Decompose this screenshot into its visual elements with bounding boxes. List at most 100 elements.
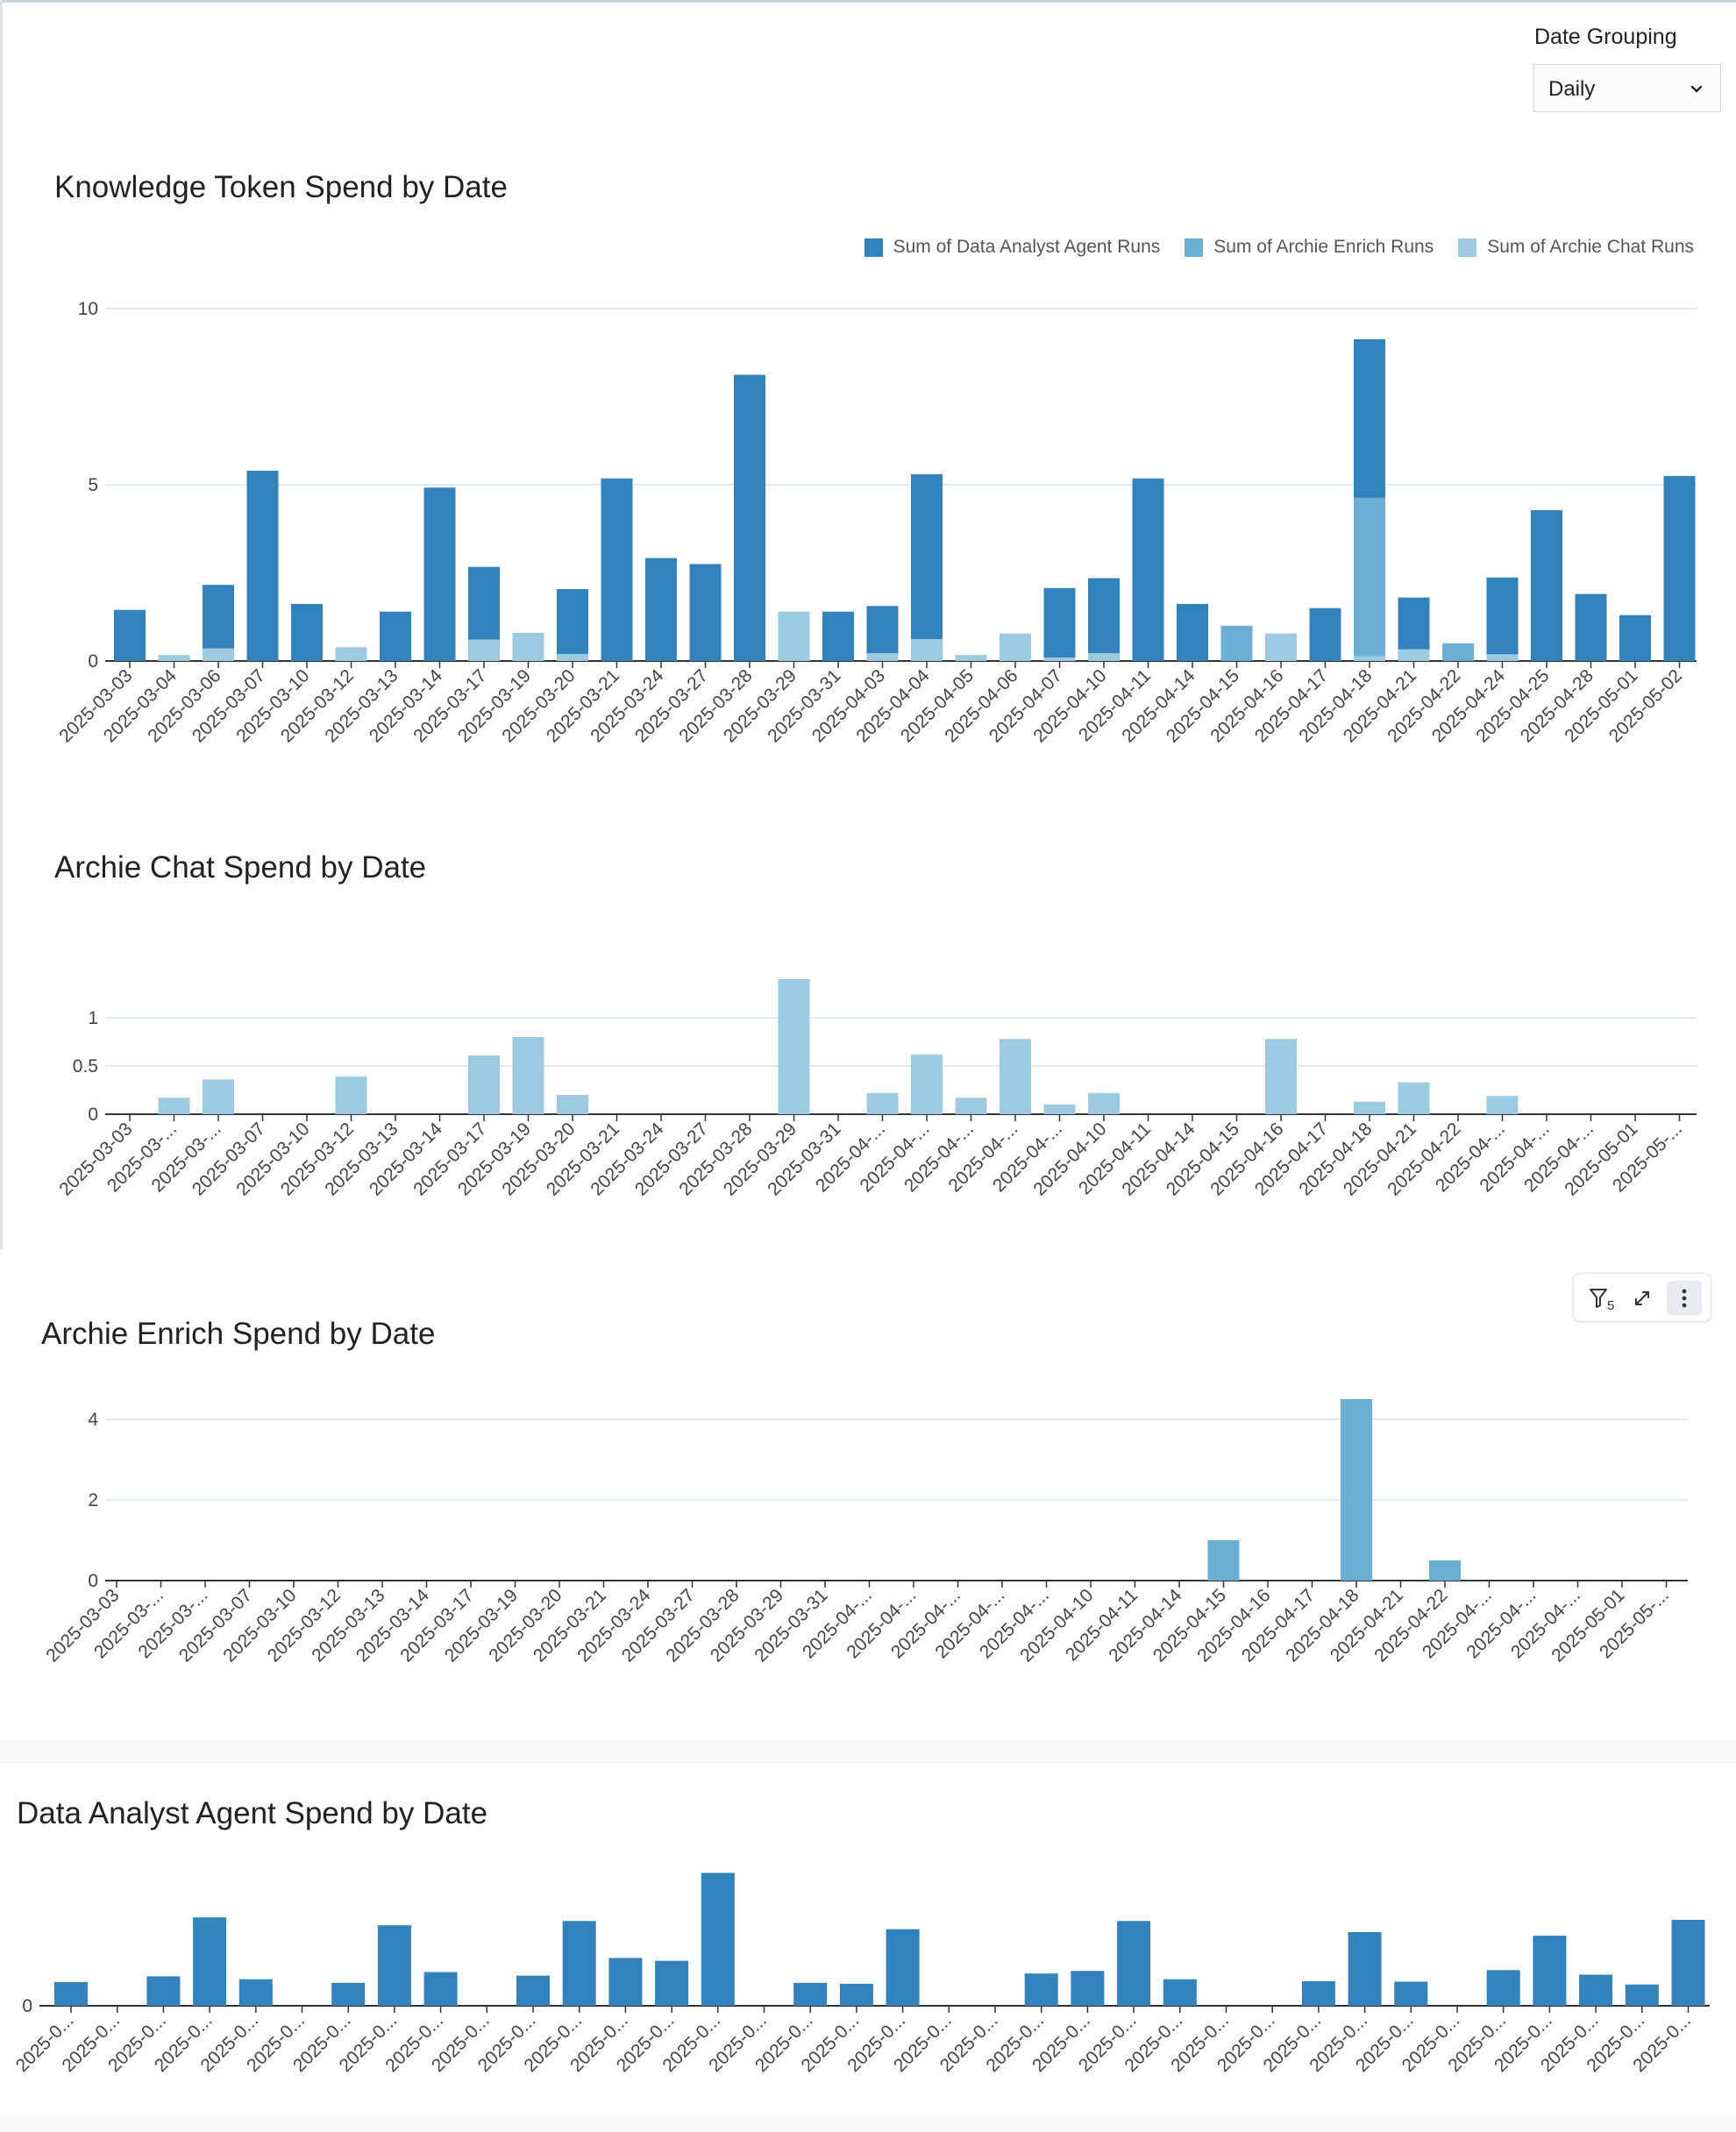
bar[interactable]	[1398, 1082, 1430, 1114]
bar[interactable]	[1398, 597, 1430, 650]
bar[interactable]	[866, 1092, 899, 1114]
bar[interactable]	[911, 1054, 943, 1114]
bar[interactable]	[1486, 654, 1519, 661]
bar[interactable]	[1579, 1974, 1613, 2006]
bar[interactable]	[1442, 643, 1474, 661]
bar[interactable]	[1348, 1932, 1382, 2006]
bar[interactable]	[423, 1972, 458, 2006]
bar[interactable]	[380, 611, 411, 661]
bar[interactable]	[1429, 1560, 1461, 1581]
bar[interactable]	[562, 1921, 596, 2006]
bar[interactable]	[1117, 1921, 1151, 2006]
bar[interactable]	[645, 558, 677, 661]
bar[interactable]	[689, 564, 722, 661]
bar[interactable]	[158, 655, 190, 661]
bar[interactable]	[335, 647, 367, 661]
bar[interactable]	[1132, 478, 1164, 661]
bar[interactable]	[1341, 1399, 1372, 1581]
bar[interactable]	[146, 1976, 181, 2006]
bar[interactable]	[246, 470, 279, 661]
bar[interactable]	[911, 639, 943, 661]
bar[interactable]	[1177, 603, 1208, 661]
bar[interactable]	[822, 611, 854, 661]
bar[interactable]	[335, 1077, 367, 1114]
bar[interactable]	[1354, 1101, 1385, 1114]
bar[interactable]	[1575, 593, 1607, 661]
bar[interactable]	[1486, 1096, 1519, 1114]
bar[interactable]	[1265, 633, 1297, 661]
bar[interactable]	[1207, 1540, 1240, 1581]
bar[interactable]	[203, 648, 234, 661]
bar[interactable]	[701, 1873, 735, 2006]
bar[interactable]	[911, 473, 943, 640]
bar[interactable]	[1088, 578, 1120, 654]
legend-item-archie-chat[interactable]: Sum of Archie Chat Runs	[1458, 237, 1694, 258]
bar[interactable]	[557, 1095, 588, 1114]
bar[interactable]	[1309, 608, 1341, 661]
bar[interactable]	[1024, 1973, 1058, 2006]
bar[interactable]	[1301, 1981, 1335, 2006]
bar[interactable]	[955, 1098, 987, 1114]
bar[interactable]	[468, 639, 500, 661]
bar[interactable]	[423, 487, 456, 661]
expand-button[interactable]	[1625, 1281, 1660, 1316]
bar[interactable]	[1398, 649, 1430, 661]
bar[interactable]	[1088, 1092, 1120, 1114]
bar[interactable]	[377, 1925, 411, 2006]
legend-item-data-analyst[interactable]: Sum of Data Analyst Agent Runs	[864, 237, 1160, 258]
bar[interactable]	[1071, 1971, 1105, 2006]
more-options-button[interactable]	[1667, 1281, 1702, 1316]
bar[interactable]	[557, 588, 588, 654]
bar[interactable]	[1619, 615, 1651, 661]
bar[interactable]	[203, 1079, 234, 1114]
bar[interactable]	[1043, 587, 1076, 657]
bar[interactable]	[331, 1982, 366, 2006]
bar[interactable]	[655, 1960, 689, 2006]
bar[interactable]	[1265, 1039, 1297, 1114]
bar[interactable]	[839, 1983, 873, 2006]
bar[interactable]	[866, 606, 899, 654]
bar[interactable]	[557, 653, 588, 661]
bar[interactable]	[203, 585, 234, 649]
bar[interactable]	[601, 478, 633, 661]
bar[interactable]	[734, 374, 765, 661]
bar[interactable]	[1000, 633, 1031, 661]
bar[interactable]	[1663, 475, 1696, 661]
bar[interactable]	[1625, 1984, 1659, 2006]
bar[interactable]	[1043, 657, 1076, 661]
bar[interactable]	[1354, 656, 1385, 661]
bar[interactable]	[1531, 509, 1562, 661]
bar[interactable]	[778, 611, 810, 661]
bar[interactable]	[512, 632, 544, 661]
filter-button[interactable]: 5	[1583, 1281, 1618, 1316]
bar[interactable]	[1486, 1970, 1520, 2006]
bar[interactable]	[1043, 1105, 1076, 1114]
bar[interactable]	[955, 655, 987, 661]
bar[interactable]	[1533, 1936, 1567, 2006]
bar[interactable]	[1088, 653, 1120, 661]
bar[interactable]	[238, 1979, 273, 2006]
bar[interactable]	[1671, 1920, 1705, 2006]
bar[interactable]	[114, 609, 146, 661]
legend-item-archie-enrich[interactable]: Sum of Archie Enrich Runs	[1185, 237, 1434, 258]
bar[interactable]	[793, 1982, 828, 2006]
bar[interactable]	[158, 1098, 190, 1114]
bar[interactable]	[1394, 1981, 1428, 2006]
bar[interactable]	[886, 1929, 920, 2006]
date-grouping-select[interactable]: Daily	[1533, 64, 1721, 112]
bar[interactable]	[193, 1917, 227, 2006]
bar[interactable]	[608, 1958, 643, 2006]
bar[interactable]	[512, 1037, 544, 1114]
bar[interactable]	[778, 979, 810, 1114]
bar[interactable]	[1163, 1979, 1197, 2006]
bar[interactable]	[866, 653, 899, 661]
bar[interactable]	[291, 603, 323, 661]
bar[interactable]	[468, 1055, 500, 1114]
bar[interactable]	[1220, 625, 1253, 661]
bar[interactable]	[1354, 497, 1385, 657]
bar[interactable]	[1486, 577, 1519, 655]
bar[interactable]	[516, 1975, 550, 2006]
bar[interactable]	[468, 566, 500, 640]
bar[interactable]	[1354, 338, 1385, 498]
bar[interactable]	[1000, 1039, 1031, 1114]
